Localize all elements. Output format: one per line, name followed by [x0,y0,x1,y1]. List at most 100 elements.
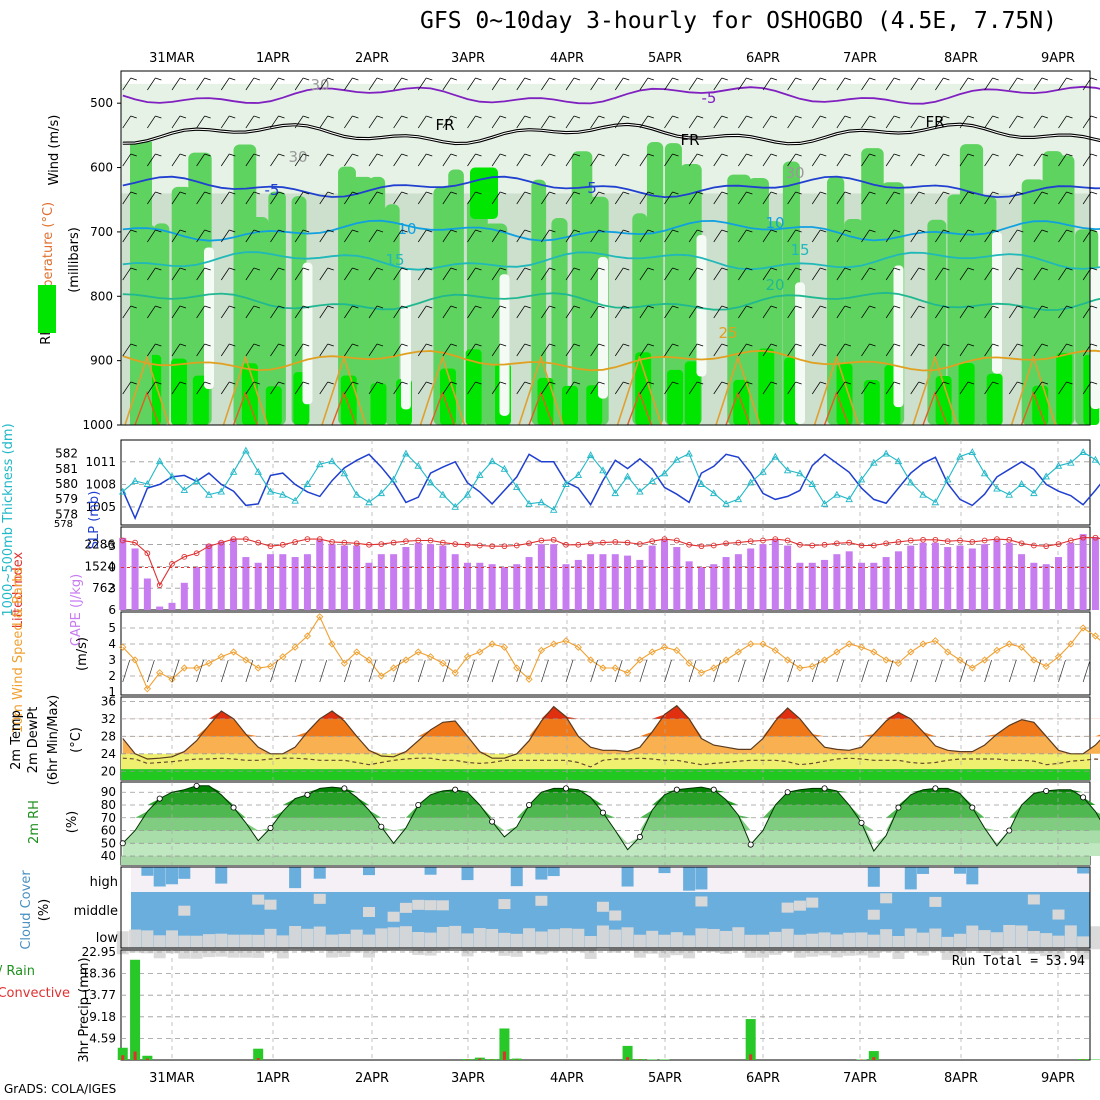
wind-barb-flag [943,305,950,309]
wind-barb-flag [376,115,384,119]
wind-barb [417,77,427,91]
wind-barb [811,191,821,205]
rh-marker [230,804,237,811]
cloud-low-block [264,928,277,952]
lifted-index-marker [969,539,976,545]
wind10-marker [451,669,459,677]
wind-barb [393,115,402,129]
wind-barb [861,115,870,129]
wind-barb-flag [820,267,827,271]
wind-barb-flag [352,115,359,119]
cloud-ylabel-units: (%) [37,899,52,922]
lifted-index-marker [907,537,914,544]
wind-barb [491,77,501,91]
lifted-index-marker [476,542,483,549]
wind10-marker [476,648,484,656]
wind-barb-flag [721,115,728,119]
wind-barb-flag [647,115,654,119]
lifted-index-marker [267,543,274,550]
wind10-tick-label: 3 [108,653,116,667]
thickness-marker [340,469,349,477]
wind-barb-flag [278,115,285,119]
wind-barb [713,77,723,91]
thickness-marker [377,489,386,497]
wind-barb [762,343,772,357]
li-tick-label: 3 [108,582,116,596]
wind-barb [196,77,205,91]
wind-barb [147,267,156,281]
cloud-high-block [535,867,548,880]
wind-barb-flag [179,191,187,195]
wind-barb-flag [1017,191,1024,195]
wind-barb [959,115,969,129]
wind-barb-flag [721,191,728,195]
wind-barb-flag [524,305,531,309]
thickness-marker [734,495,743,503]
temp-contour-25-diurnal [321,354,367,426]
wind-barb-flag [130,229,137,233]
precip-total-bar [868,1051,879,1060]
lifted-index-marker [526,540,532,547]
wind-barb-flag [844,229,851,233]
wind-barb-flag [992,267,999,271]
wind-barb [713,229,723,243]
cape-bar [328,544,336,610]
temp-contour-30-diurnal [331,390,357,426]
date-label-bottom: 31MAR [149,1071,195,1086]
lifted-index-marker [587,540,594,547]
cape-bar [303,554,311,610]
precip-conv-bar [749,1054,753,1060]
thickness-marker [1079,448,1087,456]
wind-barb-flag [647,267,654,271]
wind-barb-flag [155,229,162,233]
wind-barb [442,115,452,129]
cloud-low-block [202,934,215,958]
wind-barb [467,115,476,129]
wind-barb-flag [844,343,851,347]
wind-barb-flag [844,77,851,81]
cape-bar [882,557,890,610]
wind-barb [713,381,723,395]
wind10-ylabel-units: (m/s) [75,637,90,671]
wind-barb [294,115,304,129]
wind-barb [467,191,476,205]
lifted-index-marker [870,542,877,549]
wind-barb-flag [524,77,531,81]
wind10-marker [426,653,435,661]
wind-barb-flag [500,343,507,347]
wind-barb [688,305,698,319]
wind-barb [1058,191,1067,205]
temp-ylabel-dew: 2m DewPt [26,707,41,774]
cloud-low-block [781,928,794,952]
wind-barb-flag [918,77,925,81]
wind-barb [738,153,747,167]
wind-barb-flag [303,153,310,157]
wind-barb-flag [672,229,679,233]
wind-barb-flag [229,343,236,347]
cloud-low-block [535,931,548,955]
wind10-marker [870,648,878,656]
cape-bar [919,542,927,610]
wind-barb-flag [1017,115,1024,119]
wind-barb-flag [303,77,310,81]
wind-barb-flag [869,267,876,271]
lifted-index-marker [981,537,988,544]
wind-barb [811,305,821,319]
wind10-marker [722,656,730,664]
wind10-tick-label: 4 [108,637,116,651]
wind-barb-flag [426,229,433,233]
wind-barb [836,115,846,129]
wind-barb-flag [697,267,704,271]
wind10-barb [467,659,475,683]
wind10-marker [1030,656,1038,664]
contour-label: 30 [288,148,307,166]
wind-barb-flag [1066,115,1073,119]
cloud-middle-gap [806,897,819,908]
wind10-marker [1091,632,1100,640]
wind-barb [541,153,550,167]
wind-barb-flag [770,267,778,271]
rh-green-column [551,218,568,425]
wind-barb-flag [1066,77,1073,81]
slp-frame [120,439,1091,526]
wind-barb [1033,381,1043,395]
